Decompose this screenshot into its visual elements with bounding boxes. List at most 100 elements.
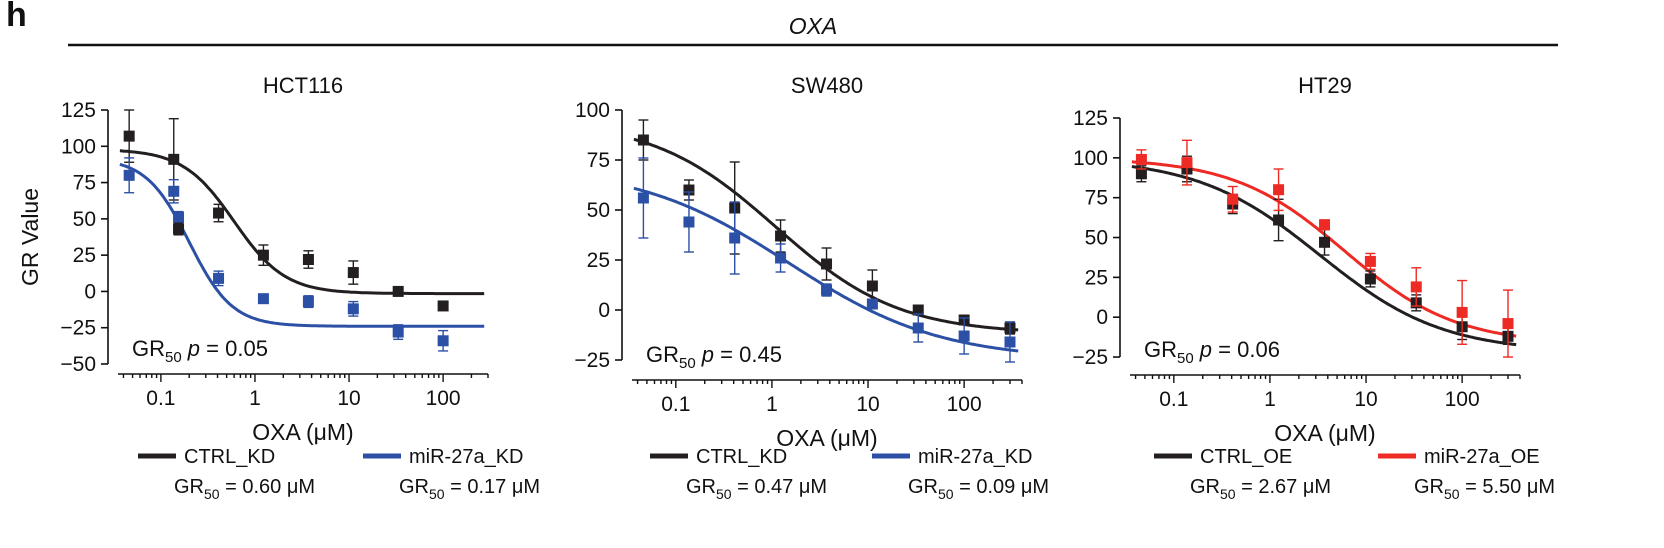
y-tick-label: 50 <box>587 199 610 222</box>
x-tick-label: 1 <box>1264 388 1276 411</box>
y-tick-label: 75 <box>587 149 610 172</box>
y-tick-label: 100 <box>61 135 96 158</box>
data-point <box>173 223 185 235</box>
data-point <box>1456 306 1468 318</box>
data-point <box>1502 318 1514 330</box>
data-point <box>437 335 449 347</box>
chart-ht29: HT29 −25 0 25 50 75 100 125 0.1 1 10 100 OXA (μM) GR5… <box>1072 73 1555 502</box>
data-point <box>866 280 878 292</box>
data-point <box>347 267 359 279</box>
y-tick-label: 25 <box>587 249 610 272</box>
y-tick-label: 50 <box>1085 227 1108 250</box>
legend-label: miR-27a_OE <box>1424 446 1540 468</box>
y-tick-label: 125 <box>61 99 96 122</box>
y-tick-label: 75 <box>1085 187 1108 210</box>
legend-gr50: GR50 = 0.17 μM <box>399 476 540 502</box>
chart-sw480: SW480 −25 0 25 50 75 100 0.1 1 10 100 OXA (μM) GR50 … <box>574 73 1049 502</box>
data-point <box>912 304 924 316</box>
data-point <box>683 216 695 228</box>
y-tick-label: 0 <box>84 280 96 303</box>
x-tick-label: 100 <box>1445 388 1480 411</box>
data-point <box>866 298 878 310</box>
data-point <box>123 130 135 142</box>
x-tick-label: 10 <box>337 387 360 410</box>
x-tick-label: 0.1 <box>146 387 175 410</box>
data-point <box>1364 255 1376 267</box>
data-point <box>958 330 970 342</box>
drug-label: OXA <box>789 13 838 39</box>
y-tick-label: −25 <box>60 317 96 340</box>
chart-title: SW480 <box>791 73 863 98</box>
y-tick-label: 0 <box>1096 306 1108 329</box>
y-tick-label: −25 <box>1072 346 1108 369</box>
data-point <box>173 211 185 223</box>
data-point <box>257 293 269 305</box>
y-tick-label: −25 <box>574 349 610 372</box>
y-tick-label: 100 <box>1073 147 1108 170</box>
x-tick-label: 0.1 <box>1159 388 1188 411</box>
data-point <box>168 185 180 197</box>
x-axis-title: OXA (μM) <box>252 419 353 445</box>
data-point <box>213 272 225 284</box>
x-axis-title: OXA (μM) <box>776 425 877 451</box>
data-point <box>637 192 649 204</box>
data-point <box>213 207 225 219</box>
data-point <box>1410 281 1422 293</box>
data-point <box>437 300 449 312</box>
data-point <box>729 232 741 244</box>
legend-label: CTRL_KD <box>696 446 787 468</box>
legend-label: CTRL_KD <box>184 446 275 468</box>
data-point <box>1227 193 1239 205</box>
y-tick-label: 25 <box>1085 266 1108 289</box>
data-point <box>1004 336 1016 348</box>
legend-label: CTRL_OE <box>1200 446 1292 468</box>
data-point <box>302 253 314 265</box>
y-tick-label: 75 <box>73 172 96 195</box>
data-point <box>912 322 924 334</box>
data-point <box>775 252 787 264</box>
fit-curve-CTRL_KD <box>119 149 485 296</box>
y-tick-label: 100 <box>575 99 610 122</box>
data-point <box>683 184 695 196</box>
data-point <box>257 249 269 261</box>
x-tick-label: 1 <box>249 387 261 410</box>
y-tick-label: −50 <box>60 353 96 376</box>
x-tick-label: 10 <box>856 393 879 416</box>
data-point <box>821 284 833 296</box>
data-point <box>1273 214 1285 226</box>
data-point <box>1319 236 1331 248</box>
gr50-p-annotation: GR50 p = 0.06 <box>1144 337 1280 367</box>
data-point <box>392 326 404 338</box>
data-point <box>1181 157 1193 169</box>
data-point <box>1319 219 1331 231</box>
legend-label: miR-27a_KD <box>918 446 1032 468</box>
data-point <box>1364 273 1376 285</box>
legend-label: miR-27a_KD <box>409 446 523 468</box>
legend-gr50: GR50 = 2.67 μM <box>1190 476 1331 502</box>
x-tick-label: 1 <box>766 393 778 416</box>
legend-gr50: GR50 = 5.50 μM <box>1414 476 1555 502</box>
y-axis-title: GR Value <box>17 188 43 286</box>
panel-letter: h <box>6 0 27 34</box>
data-point <box>775 230 787 242</box>
data-point <box>123 169 135 181</box>
x-tick-label: 0.1 <box>661 393 690 416</box>
data-point <box>347 303 359 315</box>
data-point <box>637 134 649 146</box>
legend-gr50: GR50 = 0.09 μM <box>908 476 1049 502</box>
chart-title: HCT116 <box>263 73 343 98</box>
legend-gr50: GR50 = 0.47 μM <box>686 476 827 502</box>
x-tick-label: 10 <box>1354 388 1377 411</box>
data-point <box>821 258 833 270</box>
y-tick-label: 25 <box>73 244 96 267</box>
chart-title: HT29 <box>1298 73 1352 98</box>
fit-curve-CTRL_OE <box>1131 165 1517 347</box>
chart-hct116: HCT116 −50 −25 0 25 50 75 100 125 0.1 1 10 100 OXA (μ… <box>17 73 540 502</box>
fit-curve-CTRL_KD <box>633 137 1019 332</box>
legend-gr50: GR50 = 0.60 μM <box>174 476 315 502</box>
x-tick-label: 100 <box>426 387 461 410</box>
data-point <box>168 153 180 165</box>
x-axis-title: OXA (μM) <box>1274 420 1375 446</box>
